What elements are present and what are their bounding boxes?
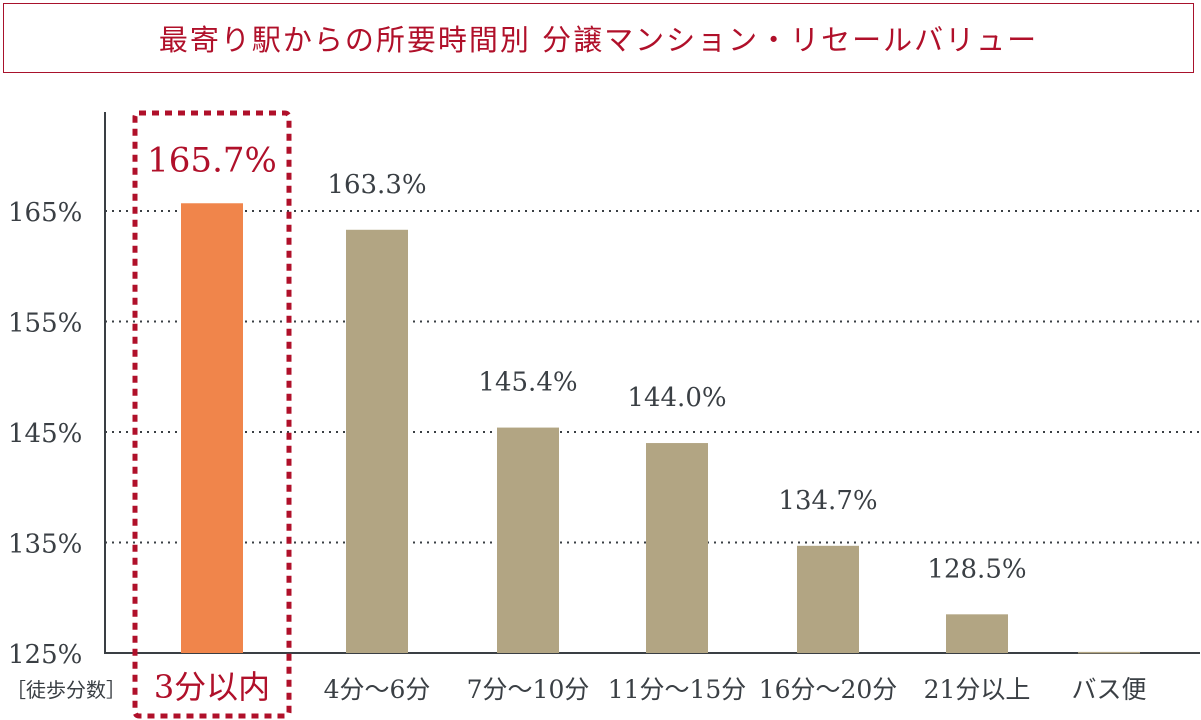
x-axis-label: ［徒歩分数］	[6, 678, 126, 702]
data-label: 128.5%	[927, 554, 1026, 584]
data-label: 163.3%	[327, 170, 426, 200]
bar	[497, 427, 559, 653]
bar	[797, 545, 859, 653]
x-tick-label: 3分以内	[154, 668, 270, 706]
x-tick-label: 7分～10分	[467, 675, 590, 704]
x-tick-label: 16分～20分	[759, 675, 898, 704]
y-tick-label: 165%	[8, 198, 82, 228]
y-tick-label: 135%	[8, 530, 82, 560]
bar	[346, 229, 408, 653]
bar	[1078, 651, 1140, 654]
bar	[646, 443, 708, 653]
chart-title: 最寄り駅からの所要時間別 分譲マンション・リセールバリュー	[158, 23, 1039, 57]
y-tick-label: 155%	[8, 309, 82, 339]
chart-title-box: 最寄り駅からの所要時間別 分譲マンション・リセールバリュー	[3, 3, 1194, 73]
x-tick-label: 4分～6分	[324, 675, 431, 704]
x-tick-label: 11分～15分	[608, 675, 747, 704]
bar	[181, 203, 243, 653]
data-label: 134.7%	[778, 486, 877, 516]
y-tick-label: 125%	[8, 640, 82, 670]
x-tick-label: 21分以上	[924, 675, 1031, 704]
data-label: 145.4%	[478, 368, 577, 398]
data-label: 144.0%	[627, 383, 726, 413]
x-tick-label: バス便	[1071, 675, 1146, 704]
bar	[946, 614, 1008, 653]
highlight-box	[132, 110, 292, 719]
y-tick-label: 145%	[8, 419, 82, 449]
data-label: 165.7%	[147, 140, 277, 180]
